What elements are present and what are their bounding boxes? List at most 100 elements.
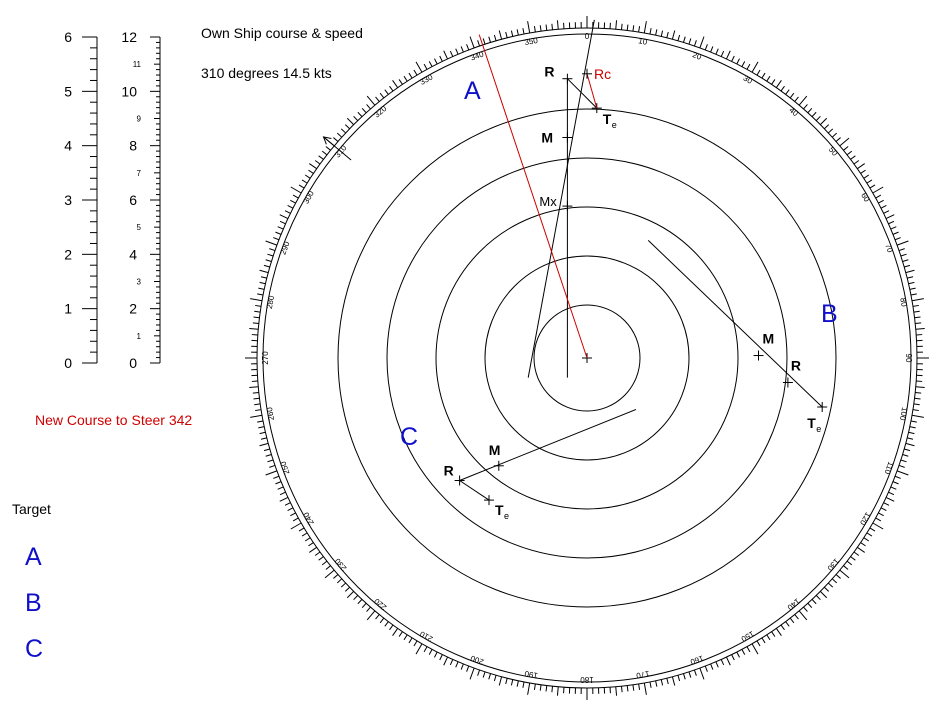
compass-tick bbox=[389, 624, 394, 631]
compass-tick bbox=[775, 628, 782, 636]
compass-tick bbox=[902, 454, 909, 457]
compass-label: 50 bbox=[827, 145, 840, 158]
compass-tick bbox=[449, 659, 454, 666]
target-list-heading: Target bbox=[12, 501, 51, 517]
scale-right-major-label: 0 bbox=[129, 355, 137, 371]
own-course-line bbox=[323, 136, 352, 161]
target-c-track bbox=[459, 408, 637, 481]
compass-tick bbox=[545, 685, 548, 692]
compass-tick bbox=[860, 169, 866, 174]
compass-tick bbox=[263, 448, 270, 452]
compass-tick bbox=[333, 137, 339, 142]
compass-tick bbox=[789, 617, 795, 624]
compass-tick bbox=[726, 656, 731, 666]
compass-tick bbox=[527, 21, 531, 34]
compass-tick bbox=[898, 464, 905, 468]
compass-tick bbox=[258, 426, 265, 429]
target-c-m-label: M bbox=[489, 442, 501, 458]
compass-tick bbox=[434, 651, 438, 658]
compass-tick bbox=[761, 637, 766, 644]
target-item-a[interactable]: A bbox=[25, 543, 42, 571]
compass-tick bbox=[253, 316, 260, 319]
compass-tick bbox=[267, 253, 274, 257]
compass-tick bbox=[660, 30, 664, 37]
target-item-c[interactable]: C bbox=[25, 635, 44, 663]
compass-tick bbox=[510, 679, 514, 686]
target-a-te-label-sub: e bbox=[612, 120, 617, 130]
compass-tick bbox=[398, 631, 403, 637]
compass-tick bbox=[259, 431, 266, 435]
compass-tick bbox=[392, 628, 399, 636]
compass-tick bbox=[907, 276, 914, 279]
compass-tick bbox=[353, 595, 359, 601]
compass-tick bbox=[298, 527, 305, 532]
compass-tick bbox=[413, 640, 418, 647]
compass-tick bbox=[660, 679, 664, 686]
compass-tick bbox=[894, 475, 901, 479]
compass-tick bbox=[888, 491, 895, 496]
compass-tick bbox=[408, 637, 413, 644]
compass-tick bbox=[857, 163, 865, 170]
compass-tick bbox=[258, 287, 265, 290]
compass-tick bbox=[683, 36, 686, 43]
compass-tick bbox=[912, 409, 919, 412]
compass-tick bbox=[857, 546, 865, 553]
compass-tick bbox=[715, 661, 719, 668]
compass-tick bbox=[683, 673, 686, 680]
compass-tick bbox=[699, 36, 705, 49]
compass-tick bbox=[545, 24, 548, 31]
scale-left-label: 2 bbox=[64, 246, 72, 262]
compass-tick bbox=[522, 681, 525, 688]
compass-tick bbox=[505, 678, 508, 685]
compass-tick bbox=[255, 304, 262, 307]
compass-tick bbox=[259, 281, 266, 285]
compass-label: 90 bbox=[904, 354, 913, 363]
compass-tick bbox=[909, 426, 916, 429]
compass-label: 300 bbox=[301, 189, 316, 206]
compass-tick bbox=[277, 226, 284, 230]
compass-tick bbox=[336, 132, 343, 138]
compass-tick bbox=[539, 25, 542, 32]
compass-tick bbox=[878, 199, 884, 204]
compass-tick bbox=[340, 128, 346, 134]
target-a-m-label: M bbox=[541, 130, 553, 146]
compass-tick bbox=[253, 397, 260, 400]
compass-tick bbox=[287, 205, 294, 209]
compass-tick bbox=[449, 50, 454, 57]
compass-tick bbox=[688, 38, 692, 45]
compass-tick bbox=[413, 69, 418, 76]
compass-tick bbox=[811, 111, 817, 117]
compass-tick bbox=[746, 646, 751, 653]
compass-tick bbox=[756, 69, 761, 76]
compass-tick bbox=[677, 34, 681, 41]
compass-tick bbox=[904, 264, 911, 268]
compass-tick bbox=[428, 649, 433, 655]
compass-tick bbox=[615, 686, 618, 696]
compass-label: 100 bbox=[898, 406, 909, 421]
target-b-m-label: M bbox=[763, 331, 775, 347]
compass-tick bbox=[869, 184, 876, 189]
compass-tick bbox=[384, 621, 389, 627]
compass-tick bbox=[693, 669, 697, 676]
scale-right-minor-label: 5 bbox=[137, 223, 142, 232]
compass-tick bbox=[439, 55, 443, 62]
compass-tick bbox=[290, 186, 302, 194]
scale-left-label: 4 bbox=[64, 138, 72, 154]
compass-label: 170 bbox=[635, 669, 650, 680]
target-item-b[interactable]: B bbox=[25, 589, 42, 617]
compass-tick bbox=[866, 532, 873, 537]
compass-tick bbox=[379, 617, 385, 624]
compass-tick bbox=[252, 391, 259, 394]
target-a-r-te bbox=[567, 78, 598, 109]
compass-tick bbox=[863, 174, 870, 179]
compass-tick bbox=[898, 248, 905, 252]
compass-tick bbox=[488, 36, 491, 43]
compass-tick bbox=[761, 72, 766, 79]
new-course-to-steer: New Course to Steer 342 bbox=[35, 412, 193, 428]
compass-tick bbox=[890, 226, 897, 230]
compass-tick bbox=[340, 582, 346, 588]
compass-tick bbox=[863, 537, 870, 542]
compass-tick bbox=[794, 614, 799, 620]
compass-tick bbox=[655, 680, 658, 687]
